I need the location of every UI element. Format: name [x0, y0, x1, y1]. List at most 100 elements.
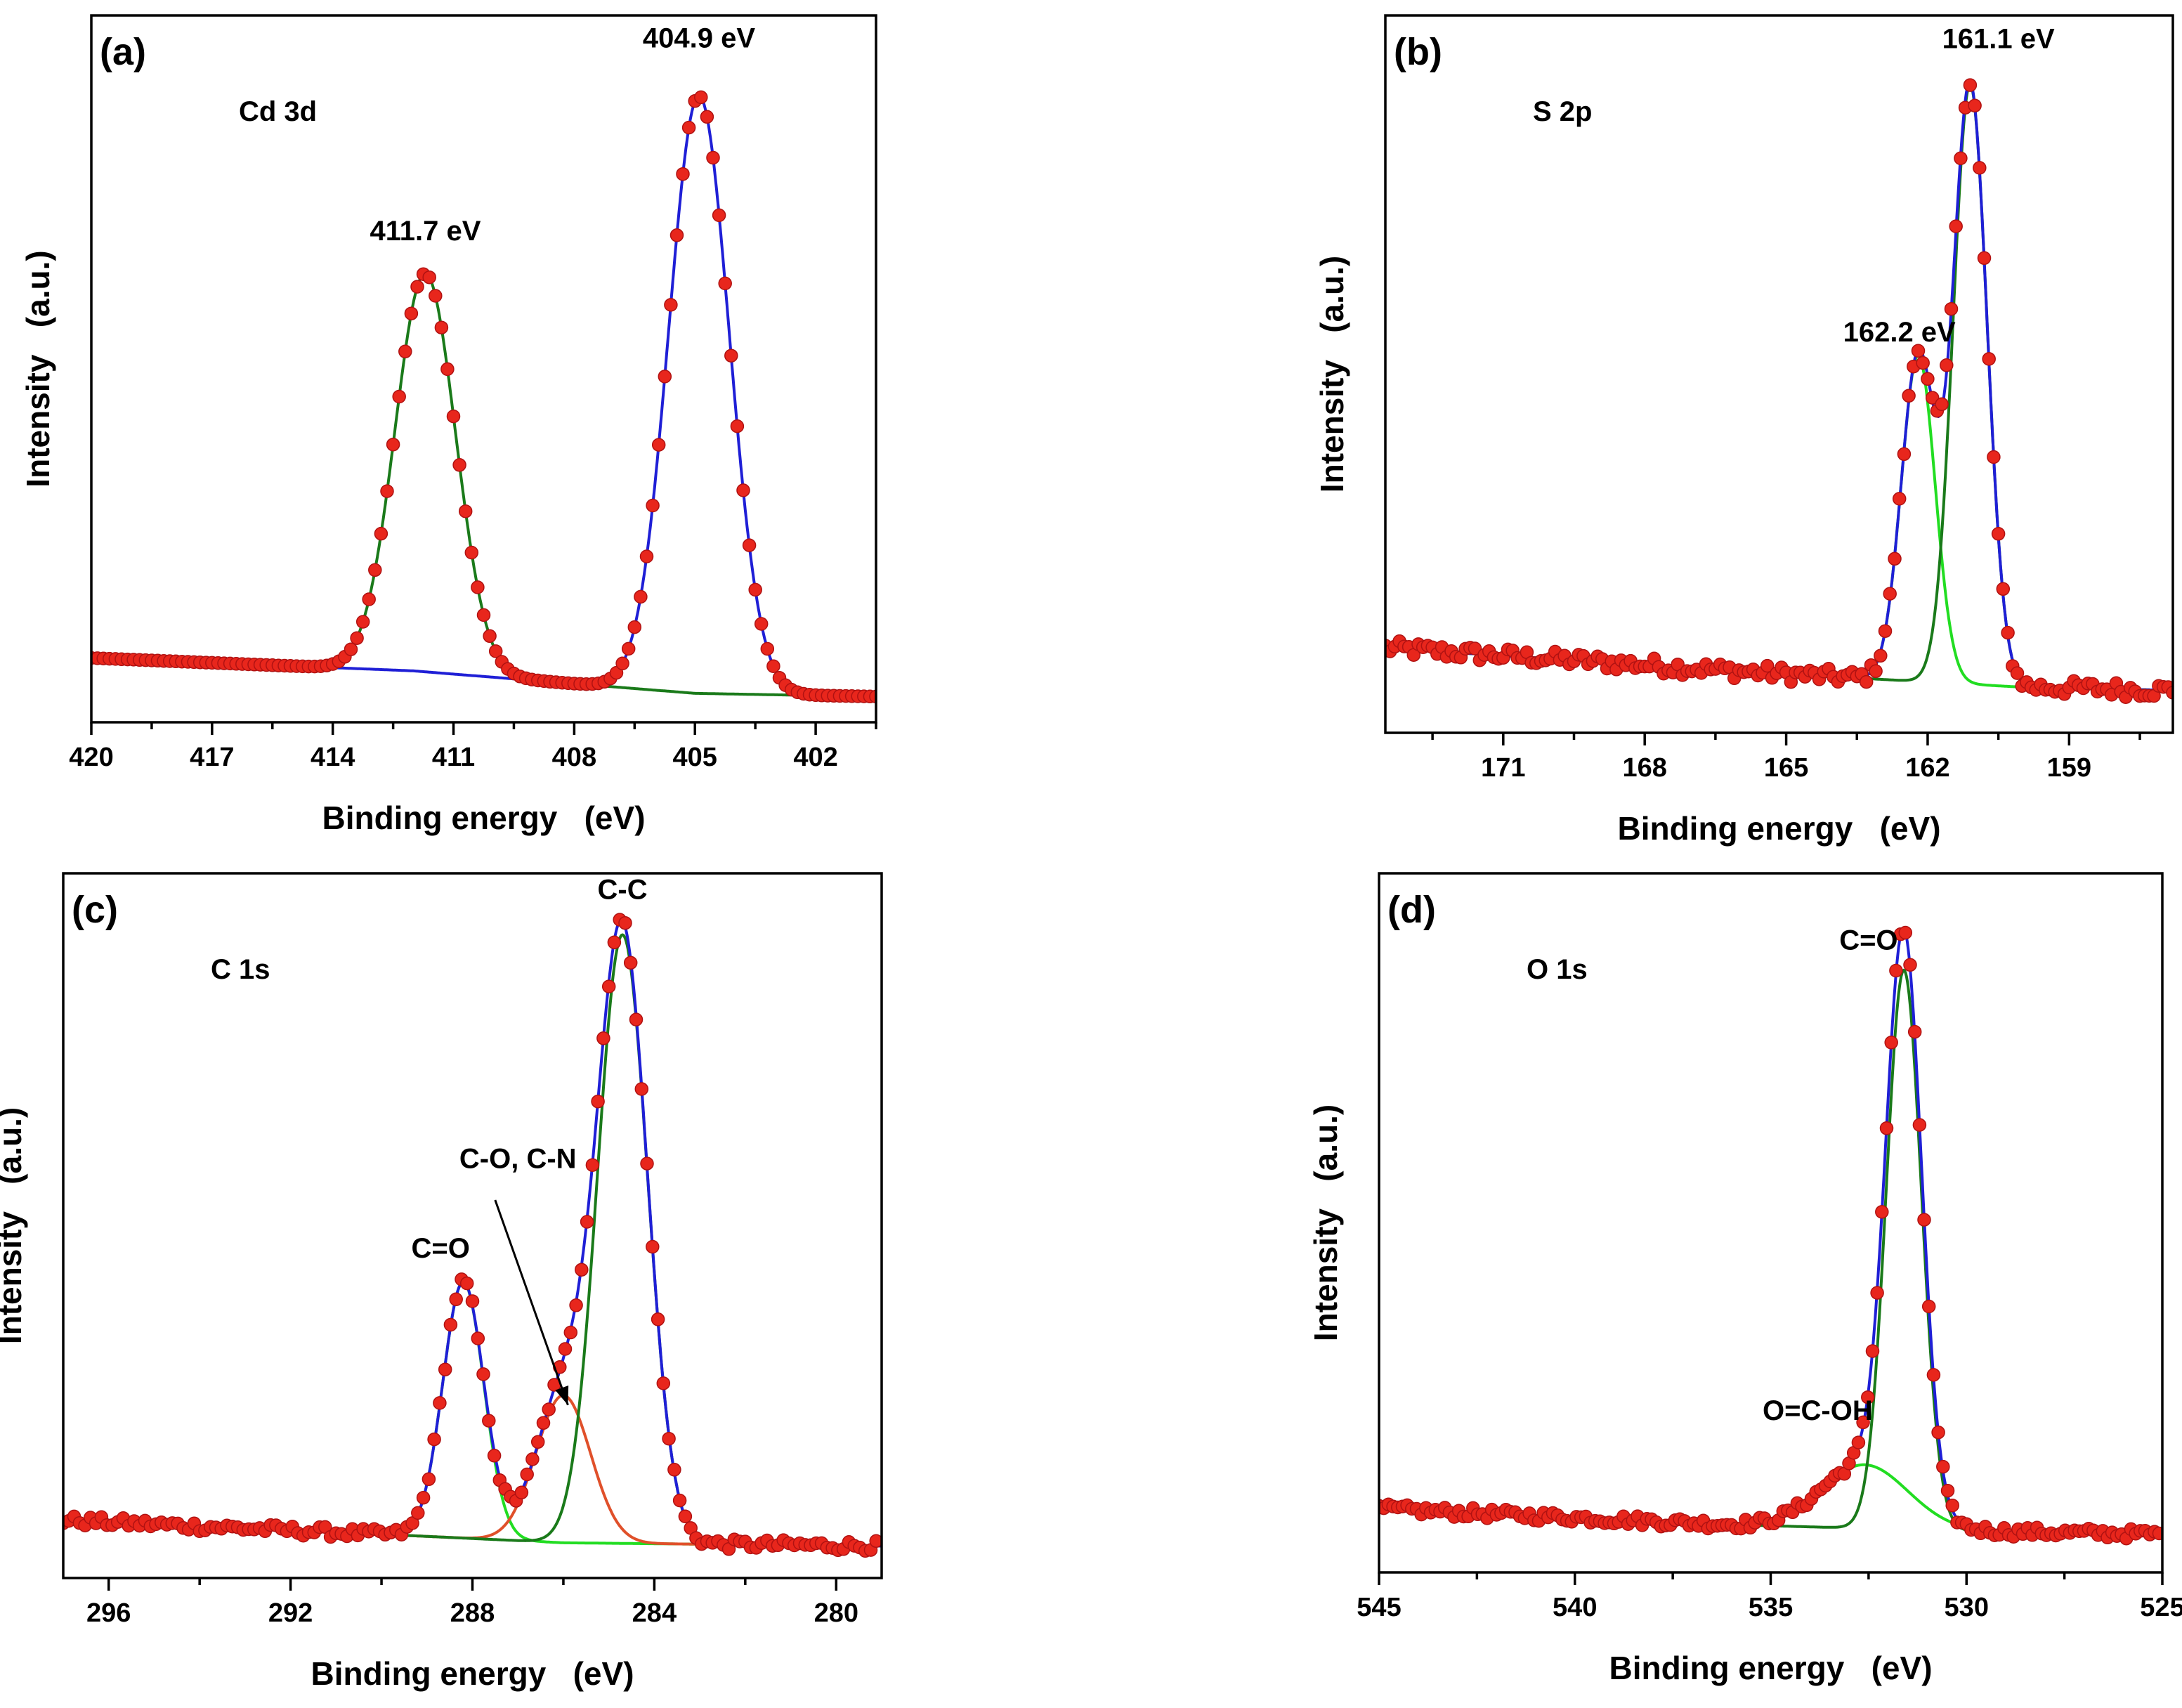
x-tick-label: 168 [1622, 753, 1666, 783]
data-point [1944, 301, 1959, 316]
data-point [730, 419, 745, 433]
data-point [1936, 1459, 1950, 1474]
peak-annotation: C-O, C-N [459, 1143, 577, 1174]
data-point [536, 1416, 551, 1430]
data-point [1912, 1118, 1927, 1132]
x-axis: 296 292 288 284 280 [86, 1578, 858, 1628]
data-point [700, 110, 714, 124]
data-point [694, 90, 708, 105]
peak-annotation: 161.1 eV [1942, 23, 2055, 54]
plot-frame [1384, 14, 2174, 734]
data-point [646, 1239, 660, 1254]
peak-annotation: O=C-OH [1763, 1395, 1873, 1426]
chart-panel-a: 420 417 414 411 408 405 402 Binding energy (eV)… [20, 14, 877, 836]
series-line-c-c [63, 933, 882, 1548]
data-point [1869, 664, 1883, 679]
x-tick-label: 402 [793, 743, 837, 772]
data-point [1926, 1368, 1941, 1382]
data-point [1879, 1121, 1894, 1135]
chart-panel-c: 296 292 288 284 280 Binding energy (eV) Intens… [0, 872, 883, 1692]
data-point [471, 1331, 485, 1345]
data-point [1760, 658, 1775, 673]
data-point [667, 1463, 681, 1477]
data-point [558, 1342, 573, 1356]
plot-frame [90, 14, 877, 724]
series-line-c-o [63, 1280, 882, 1548]
x-tick-label: 162 [1905, 753, 1949, 783]
x-tick-label: 545 [1357, 1593, 1401, 1622]
data-point [607, 935, 622, 950]
data-point [368, 563, 382, 578]
data-point [374, 526, 388, 541]
data-point [2001, 625, 2015, 640]
x-axis-label: Binding energy (eV) [1617, 810, 1940, 847]
peak-annotation: 411.7 eV [370, 216, 481, 247]
data-point [1963, 78, 1978, 92]
data-point [627, 620, 642, 634]
data-point [386, 437, 400, 452]
x-tick-label: 530 [1945, 1593, 1989, 1622]
data-point [1907, 1024, 1922, 1039]
x-tick-label: 405 [673, 743, 717, 772]
x-tick-label: 171 [1481, 753, 1525, 783]
data-point [656, 1376, 671, 1390]
data-point [596, 1031, 610, 1045]
x-tick-label: 417 [190, 743, 234, 772]
data-point [464, 545, 479, 560]
data-point [530, 1435, 545, 1449]
data-point [569, 1298, 583, 1312]
data-point [672, 1493, 687, 1508]
data-point [471, 580, 485, 594]
peak-annotation: 404.9 eV [643, 23, 755, 54]
series-experimental-points [91, 90, 876, 704]
plot-area [1385, 78, 2173, 704]
data-point [514, 1485, 529, 1500]
data-point [1897, 447, 1912, 462]
data-point [465, 1294, 480, 1308]
data-point [427, 1432, 441, 1447]
y-axis-label: Intensity (a.u.) [1307, 1104, 1344, 1341]
peak-annotation: 162.2 eV [1843, 317, 1956, 348]
y-axis-label: Intensity (a.u.) [1314, 256, 1350, 493]
x-tick-label: 525 [2140, 1593, 2182, 1622]
panel-title: C 1s [211, 954, 270, 985]
data-point [362, 592, 376, 606]
data-point [640, 1156, 654, 1171]
data-point [1870, 1286, 1884, 1300]
data-point [542, 1402, 556, 1416]
series-line-fit-envelope [1385, 79, 2173, 692]
data-point [398, 344, 412, 359]
data-point [575, 1263, 589, 1277]
panel-title: Cd 3d [239, 96, 317, 127]
data-point [1859, 674, 1874, 689]
data-point [422, 270, 436, 285]
data-point [1917, 1213, 1931, 1227]
data-point [621, 641, 636, 656]
data-point [766, 659, 780, 673]
x-tick-label: 288 [450, 1598, 495, 1628]
data-point [422, 1472, 436, 1487]
plot-area [91, 90, 876, 704]
x-tick-label: 408 [552, 743, 596, 772]
x-tick-label: 540 [1553, 1593, 1597, 1622]
data-point [1903, 958, 1917, 972]
data-point [1921, 372, 1935, 386]
x-tick-label: 284 [632, 1598, 677, 1628]
data-point [1973, 161, 1987, 175]
data-point [434, 320, 449, 334]
panel-label: (b) [1394, 31, 1442, 73]
data-point [483, 629, 497, 644]
data-point [869, 689, 876, 704]
series-line-fit-envelope [1379, 926, 2162, 1536]
data-point [618, 915, 632, 930]
data-point [1977, 251, 1992, 266]
panel-title: O 1s [1527, 954, 1588, 985]
data-point [748, 582, 762, 597]
data-point [488, 644, 503, 658]
data-point [459, 1276, 474, 1291]
panel-label: (c) [72, 889, 118, 931]
data-point [440, 362, 455, 377]
data-point [1878, 624, 1893, 638]
panel-label: (a) [100, 31, 146, 73]
